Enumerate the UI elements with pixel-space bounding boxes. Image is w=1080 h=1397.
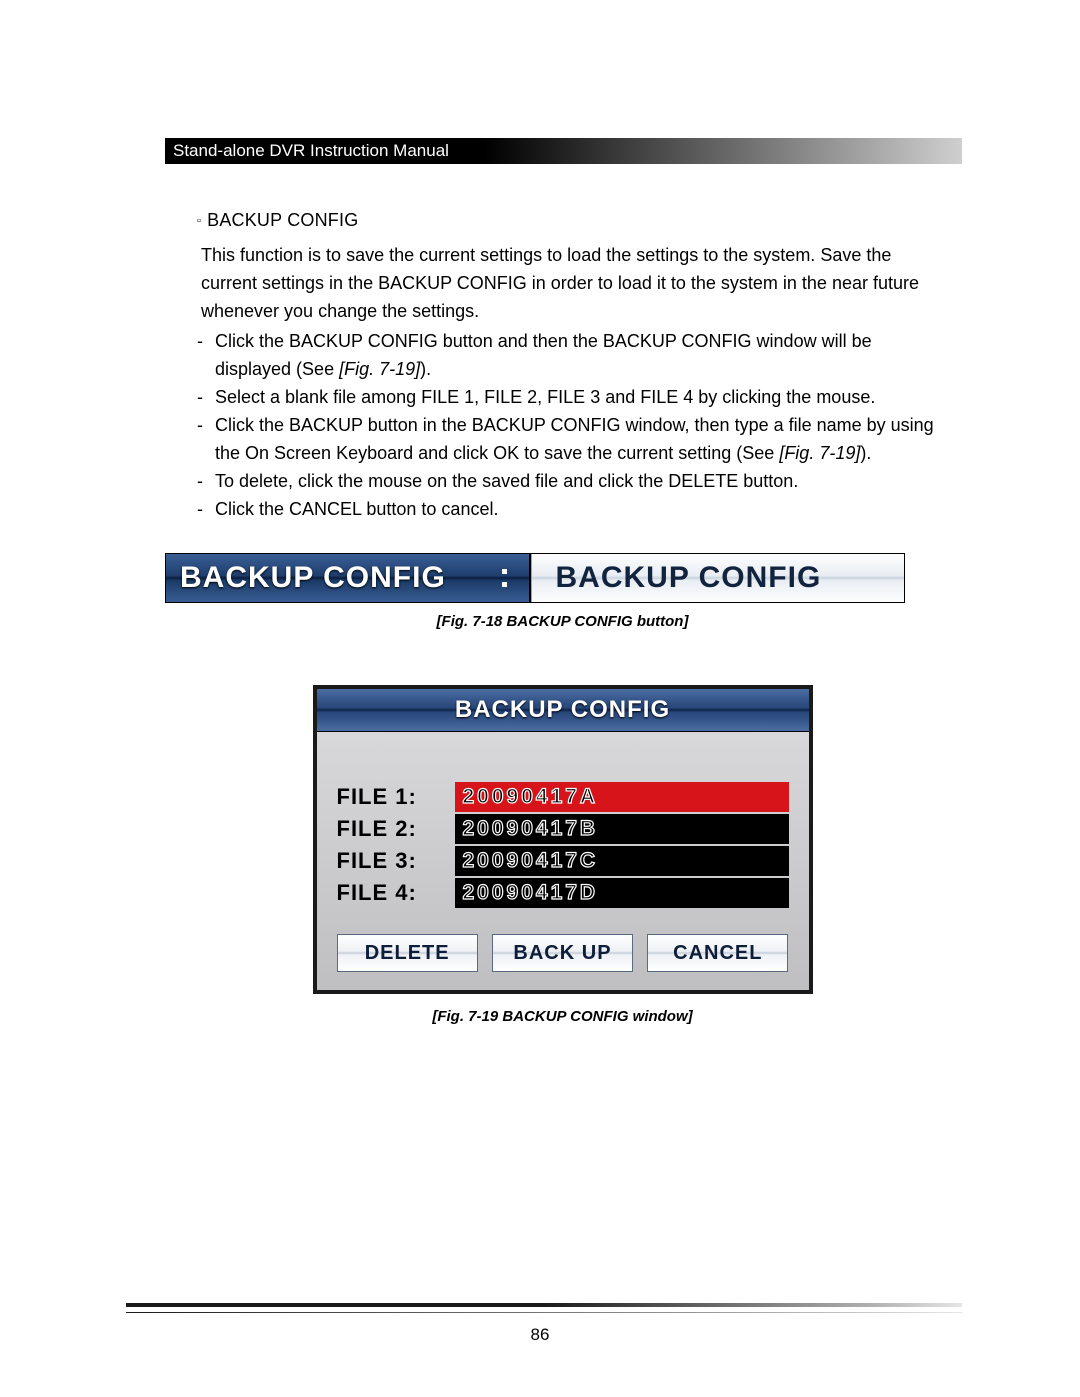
- backup-config-window: BACKUP CONFIG FILE 1: 20090417A FILE 2: 200…: [313, 685, 813, 994]
- text-fragment: ).: [860, 443, 871, 463]
- list-item: - Click the BACKUP CONFIG button and the…: [197, 327, 950, 383]
- button-label: BACKUP CONFIG: [556, 561, 822, 595]
- button-label: BACKUP CONFIG: [180, 561, 446, 595]
- manual-page: Stand-alone DVR Instruction Manual ▫ BACK…: [0, 0, 1080, 1397]
- file-row[interactable]: FILE 4: 20090417D: [337, 878, 789, 908]
- figure-caption: [Fig. 7-18 BACKUP CONFIG button]: [175, 613, 950, 630]
- list-item-text: Click the BACKUP button in the BACKUP CO…: [215, 411, 950, 467]
- file-label: FILE 1:: [337, 784, 455, 810]
- list-item-text: Click the BACKUP CONFIG button and then …: [215, 327, 950, 383]
- dash-icon: -: [197, 467, 215, 495]
- header-title: Stand-alone DVR Instruction Manual: [173, 141, 449, 160]
- list-item-text: Click the CANCEL button to cancel.: [215, 495, 950, 523]
- footer-rule: [126, 1303, 962, 1307]
- page-header: Stand-alone DVR Instruction Manual: [165, 138, 962, 164]
- file-value: 20090417D: [455, 878, 789, 908]
- backup-config-button-figure: BACKUP CONFIG BACKUP CONFIG: [165, 553, 905, 603]
- file-label: FILE 3:: [337, 848, 455, 874]
- figure-caption: [Fig. 7-19 BACKUP CONFIG window]: [175, 1008, 950, 1025]
- section-title-text: BACKUP CONFIG: [207, 210, 358, 230]
- window-title: BACKUP CONFIG: [455, 696, 670, 724]
- bullet-diamond-icon: ▫: [197, 215, 201, 227]
- figure-7-19-wrapper: BACKUP CONFIG FILE 1: 20090417A FILE 2: 200…: [175, 685, 950, 994]
- file-row[interactable]: FILE 3: 20090417C: [337, 846, 789, 876]
- file-value-text: 20090417B: [463, 817, 599, 841]
- instruction-list: - Click the BACKUP CONFIG button and the…: [197, 327, 950, 523]
- file-list: FILE 1: 20090417A FILE 2: 20090417B FILE 3: 2…: [337, 782, 789, 908]
- figure-reference: [Fig. 7-19]: [339, 359, 420, 379]
- delete-button[interactable]: DELETE: [337, 934, 478, 972]
- file-value-text: 20090417C: [463, 849, 599, 873]
- cancel-button[interactable]: CANCEL: [647, 934, 788, 972]
- backup-config-button-dark[interactable]: BACKUP CONFIG: [166, 554, 529, 602]
- file-value: 20090417C: [455, 846, 789, 876]
- dash-icon: -: [197, 495, 215, 523]
- text-fragment: ).: [420, 359, 431, 379]
- section-paragraph: This function is to save the current set…: [201, 241, 950, 325]
- list-item: - Click the BACKUP button in the BACKUP …: [197, 411, 950, 467]
- dots-icon: [502, 569, 507, 587]
- file-value-text: 20090417A: [463, 785, 599, 809]
- backup-button[interactable]: BACK UP: [492, 934, 633, 972]
- dash-icon: -: [197, 327, 215, 383]
- button-label: CANCEL: [673, 942, 762, 965]
- window-titlebar: BACKUP CONFIG: [317, 689, 809, 732]
- list-item-text: Select a blank file among FILE 1, FILE 2…: [215, 383, 950, 411]
- text-fragment: Click the BACKUP CONFIG button and then …: [215, 331, 872, 379]
- figure-reference: [Fig. 7-19]: [779, 443, 860, 463]
- file-row[interactable]: FILE 2: 20090417B: [337, 814, 789, 844]
- footer-rule-thin: [126, 1312, 962, 1313]
- file-label: FILE 4:: [337, 880, 455, 906]
- list-item-text: To delete, click the mouse on the saved …: [215, 467, 950, 495]
- file-row[interactable]: FILE 1: 20090417A: [337, 782, 789, 812]
- button-label: BACK UP: [513, 942, 611, 965]
- window-button-row: DELETE BACK UP CANCEL: [337, 934, 789, 972]
- file-value: 20090417A: [455, 782, 789, 812]
- section-heading: ▫ BACKUP CONFIG: [197, 210, 950, 231]
- backup-config-button-light[interactable]: BACKUP CONFIG: [531, 554, 905, 602]
- dash-icon: -: [197, 411, 215, 467]
- button-label: DELETE: [365, 942, 450, 965]
- list-item: - Click the CANCEL button to cancel.: [197, 495, 950, 523]
- page-number: 86: [0, 1325, 1080, 1345]
- file-value: 20090417B: [455, 814, 789, 844]
- dash-icon: -: [197, 383, 215, 411]
- list-item: - Select a blank file among FILE 1, FILE…: [197, 383, 950, 411]
- file-label: FILE 2:: [337, 816, 455, 842]
- list-item: - To delete, click the mouse on the save…: [197, 467, 950, 495]
- window-body: FILE 1: 20090417A FILE 2: 20090417B FILE 3: 2…: [317, 732, 809, 990]
- file-value-text: 20090417D: [463, 881, 599, 905]
